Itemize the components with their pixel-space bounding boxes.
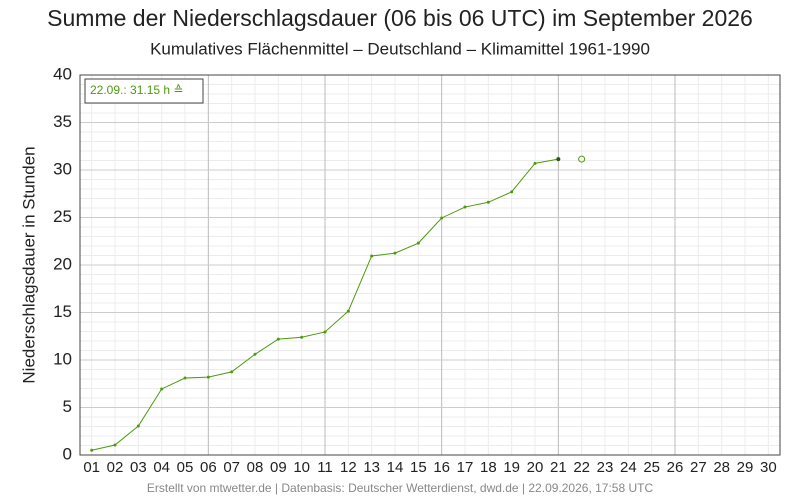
x-tick-label: 16: [433, 459, 450, 476]
point: [533, 161, 537, 165]
point: [160, 387, 164, 391]
y-tick-label: 15: [53, 302, 72, 321]
x-tick-label: 14: [387, 459, 404, 476]
x-tick-label: 24: [620, 459, 637, 476]
x-tick-label: 30: [760, 459, 777, 476]
point: [416, 241, 420, 245]
y-tick-label: 0: [63, 444, 72, 463]
x-tick-label: 09: [270, 459, 287, 476]
x-tick-label: 15: [410, 459, 427, 476]
x-tick-label: 04: [153, 459, 170, 476]
x-tick-label: 06: [200, 459, 217, 476]
point: [113, 443, 117, 447]
point: [510, 190, 514, 194]
plot-frame: [79, 74, 781, 456]
x-tick-label: 18: [480, 459, 497, 476]
annotation: 22.09.: 31.15 h ≙: [90, 83, 183, 97]
point: [370, 254, 374, 258]
x-tick-label: 11: [317, 459, 333, 476]
point: [393, 251, 397, 255]
point: [253, 352, 257, 356]
x-tick-label: 08: [247, 459, 264, 476]
chart-subtitle: Kumulatives Flächenmittel – Deutschland …: [150, 39, 650, 58]
footer: Erstellt von mtwetter.de | Datenbasis: D…: [147, 481, 654, 495]
point: [276, 337, 280, 341]
x-tick-label: 19: [503, 459, 520, 476]
x-tick-label: 13: [363, 459, 380, 476]
point: [206, 375, 210, 379]
y-tick-label: 20: [53, 254, 72, 273]
x-tick-label: 28: [713, 459, 730, 476]
chart-title: Summe der Niederschlagsdauer (06 bis 06 …: [47, 5, 753, 31]
x-tick-label: 02: [107, 459, 124, 476]
y-tick-label: 30: [53, 159, 72, 178]
x-tick-label: 07: [223, 459, 240, 476]
y-tick-label: 40: [53, 64, 72, 83]
y-tick-label: 5: [63, 397, 72, 416]
point: [136, 424, 140, 428]
point: [486, 200, 490, 204]
point: [300, 335, 304, 339]
y-tick-label: 25: [53, 207, 72, 226]
x-tick-label: 10: [293, 459, 310, 476]
point: [440, 216, 444, 220]
point: [230, 370, 234, 374]
x-tick-label: 23: [597, 459, 614, 476]
x-tick-label: 05: [177, 459, 194, 476]
point: [463, 205, 467, 209]
x-tick-label: 01: [83, 459, 100, 476]
open-marker: [578, 155, 586, 163]
point: [556, 157, 561, 162]
x-tick-label: 25: [643, 459, 660, 476]
point: [323, 330, 327, 334]
point: [90, 448, 94, 452]
x-tick-label: 22: [573, 459, 590, 476]
annotation-box: [84, 78, 204, 104]
x-tick-label: 27: [690, 459, 707, 476]
x-tick-label: 03: [130, 459, 147, 476]
x-tick-label: 12: [340, 459, 357, 476]
y-tick-label: 35: [53, 112, 72, 131]
x-tick-label: 21: [550, 459, 567, 476]
point: [346, 309, 350, 313]
x-tick-label: 17: [457, 459, 474, 476]
x-tick-label: 26: [667, 459, 684, 476]
x-tick-label: 29: [737, 459, 754, 476]
point: [183, 376, 187, 380]
y-axis-label: Niederschlagsdauer in Stunden: [19, 146, 38, 383]
y-tick-label: 10: [53, 349, 72, 368]
x-tick-label: 20: [527, 459, 544, 476]
